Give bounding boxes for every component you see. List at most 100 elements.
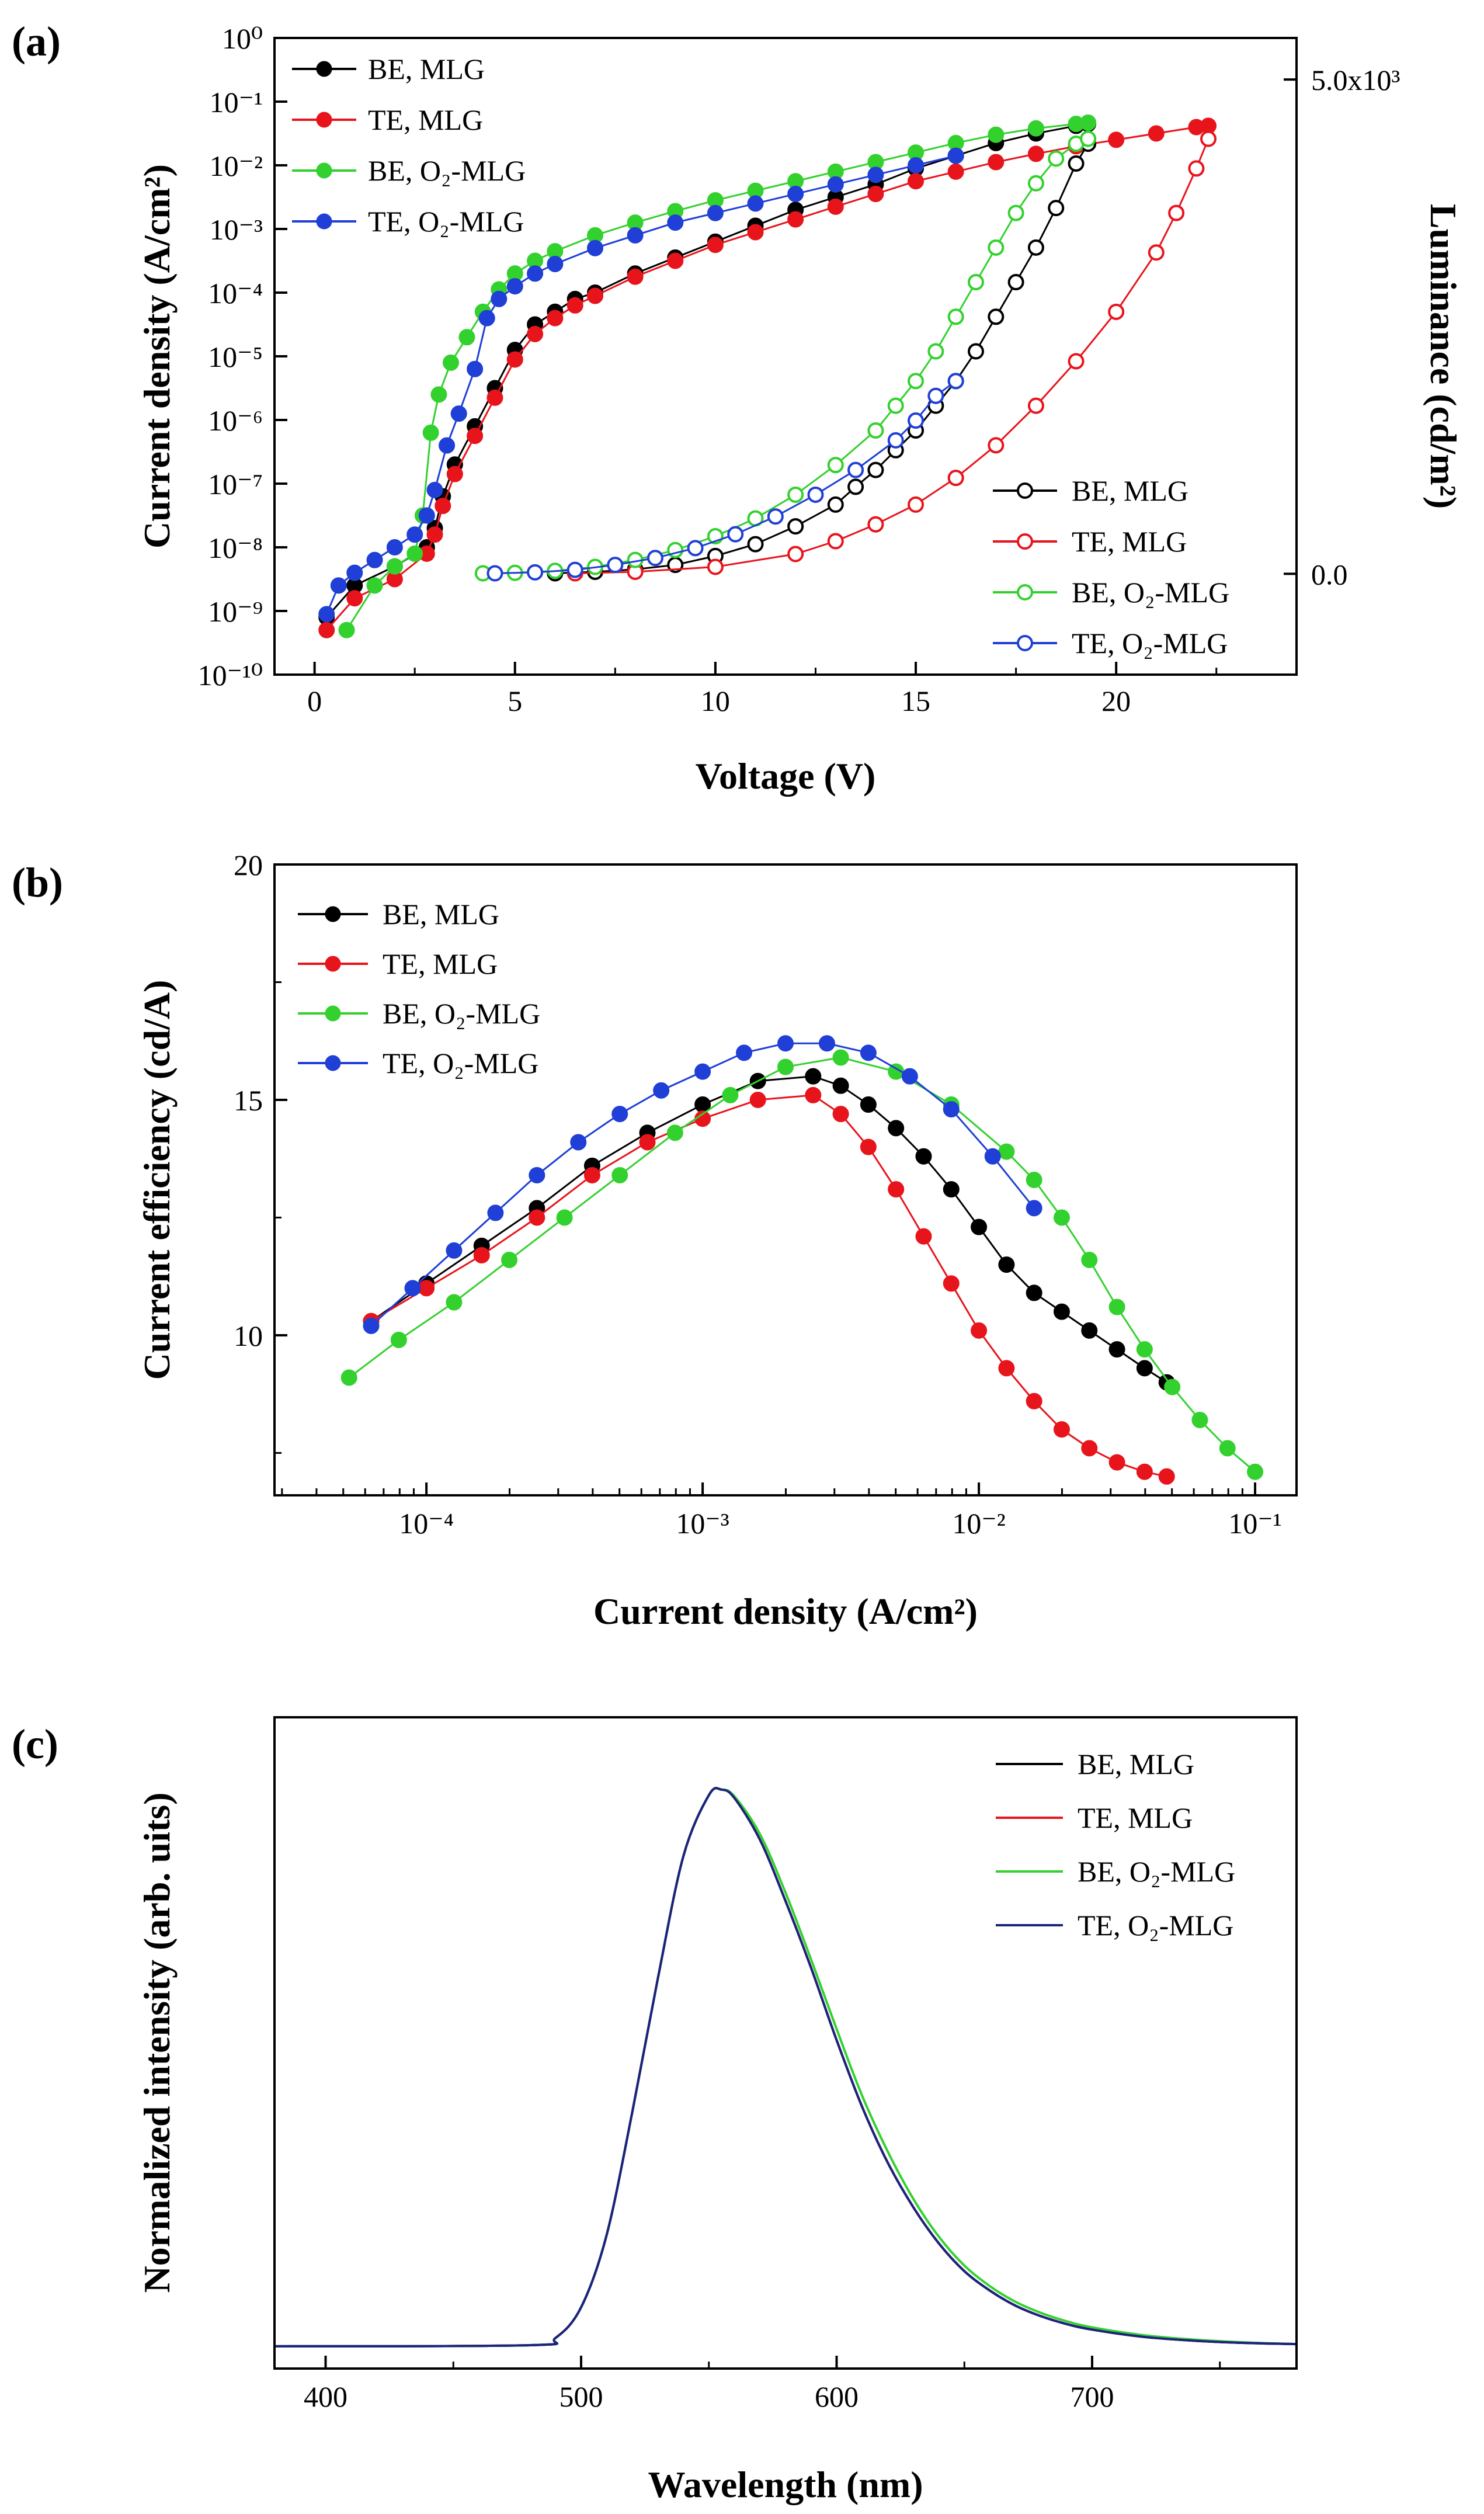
data-point-te-mlg-current (435, 498, 451, 515)
data-point-te-mlg-current (867, 186, 884, 203)
data-point-te-o-mlg-luminance (927, 387, 944, 404)
y-tick-label: 10 (234, 1319, 263, 1352)
data-point-be-mlg (971, 1218, 988, 1235)
data-point-te-o-mlg-luminance (807, 486, 824, 503)
data-point-te-o-mlg (363, 1317, 380, 1334)
y-tick-label: 10⁻⁴ (208, 277, 263, 310)
panel-c-y-axis-title: Normalized intensity (arb. uits) (136, 1793, 178, 2293)
series-line-be-mlg (370, 1075, 1167, 1383)
y-tick-label: 10⁻² (210, 150, 263, 182)
data-point-be-mlg (805, 1068, 822, 1085)
data-point-be-mlg-luminance (967, 343, 984, 360)
data-point-te-mlg (639, 1134, 656, 1151)
data-point-be-mlg-luminance (747, 536, 764, 553)
data-point-te-mlg (832, 1106, 849, 1123)
series-line-te-mlg-luminance (575, 138, 1210, 575)
data-point-be-o-mlg-luminance (827, 457, 844, 474)
data-point-te-mlg-luminance (1200, 130, 1217, 147)
data-point-be-o-mlg-current (430, 386, 447, 403)
y-tick-label: 10⁻⁶ (208, 404, 263, 437)
x-tick-label: 20 (1101, 685, 1131, 717)
data-point-be-o-mlg-luminance (1007, 204, 1024, 221)
data-point-te-mlg-luminance (867, 516, 884, 533)
data-point-te-o-mlg (818, 1035, 835, 1052)
x-tick-label: 10⁻⁴ (399, 1507, 454, 1540)
y-tick-label: 10⁻⁸ (208, 532, 263, 564)
data-point-be-mlg-luminance (1048, 200, 1065, 217)
data-point-be-o-mlg (446, 1294, 463, 1311)
data-point-te-mlg-luminance (988, 437, 1005, 454)
legend2-marker-be-o-mlg (1017, 584, 1033, 600)
legend2-label-te-mlg: TE, MLG (1072, 525, 1187, 558)
data-point-te-mlg-current (587, 287, 604, 304)
legend-label-be-mlg: BE, MLG (1078, 1748, 1194, 1780)
data-point-be-mlg (1136, 1360, 1153, 1377)
data-point-te-o-mlg-current (527, 265, 544, 282)
data-point-te-o-mlg (860, 1044, 877, 1061)
y-tick-label: 10⁻³ (210, 213, 263, 246)
data-point-te-mlg (1053, 1421, 1070, 1438)
x-tick-label: 0 (307, 685, 322, 717)
y-tick-label: 20 (234, 849, 263, 881)
data-point-te-o-mlg (611, 1106, 628, 1123)
legend-label-be-o-mlg: BE, O₂-MLG (1078, 1855, 1235, 1888)
data-point-te-mlg-current (988, 154, 1005, 171)
data-point-te-o-mlg-luminance (727, 526, 744, 543)
data-point-be-mlg-luminance (1068, 155, 1085, 172)
panel-c-marks (274, 1787, 1297, 2348)
series-line-be-o-mlg-current (346, 121, 1089, 631)
data-point-te-o-mlg (694, 1063, 711, 1080)
x-tick-label: 10⁻¹ (1228, 1507, 1281, 1540)
y-tick-label: 10⁻¹⁰ (198, 659, 263, 692)
x-tick-label: 10⁻³ (676, 1507, 729, 1540)
legend-marker-te-mlg (325, 956, 341, 972)
data-point-te-o-mlg-luminance (908, 412, 925, 429)
series-line-te-o-mlg (274, 1787, 1297, 2348)
data-point-be-o-mlg-current (442, 354, 459, 371)
panel-c-frame (273, 1716, 1298, 2370)
data-point-te-o-mlg-luminance (486, 565, 503, 582)
data-point-be-o-mlg-luminance (887, 397, 904, 414)
data-point-be-o-mlg-luminance (1080, 130, 1097, 147)
data-point-te-mlg-current (318, 621, 335, 638)
data-point-te-mlg (860, 1138, 877, 1155)
data-point-te-mlg (998, 1360, 1015, 1377)
data-point-te-mlg-luminance (1188, 160, 1205, 177)
data-point-be-o-mlg (1108, 1298, 1125, 1315)
data-point-te-o-mlg-current (747, 195, 764, 212)
data-point-be-o-mlg-luminance (988, 239, 1005, 256)
legend-label-te-o-mlg: TE, O₂-MLG (383, 1047, 538, 1079)
data-point-te-o-mlg-current (667, 214, 684, 231)
data-point-te-o-mlg-luminance (607, 557, 624, 574)
data-point-te-mlg (1026, 1393, 1042, 1409)
data-point-te-o-mlg-current (426, 481, 443, 498)
data-point-te-o-mlg-current (827, 176, 844, 193)
data-point-be-o-mlg-current (406, 545, 423, 562)
data-point-te-mlg-current (1108, 131, 1125, 148)
panel-c-ticks: 400 500 600 700 (304, 2356, 1221, 2413)
data-point-be-mlg-luminance (1027, 239, 1044, 256)
panel-a-legend-luminance: BE, MLG TE, MLG BE, O₂-MLG TE, O₂-MLG (993, 474, 1229, 659)
data-point-te-o-mlg-luminance (847, 461, 864, 478)
data-point-be-mlg (832, 1077, 849, 1094)
data-point-te-o-mlg (570, 1134, 587, 1151)
legend-label-be-o-mlg: BE, O₂-MLG (368, 154, 526, 187)
data-point-te-o-mlg (901, 1068, 918, 1085)
legend-label-be-mlg: BE, MLG (368, 53, 485, 85)
data-point-te-o-mlg-current (491, 290, 508, 307)
data-point-te-o-mlg-current (346, 564, 363, 581)
data-point-te-mlg-current (346, 590, 363, 607)
data-point-te-o-mlg-current (908, 157, 925, 173)
data-point-be-o-mlg (832, 1049, 849, 1066)
y-tick-label: 10⁰ (222, 22, 263, 55)
data-point-te-mlg (888, 1181, 905, 1198)
y-tick-label: 10⁻⁵ (208, 341, 263, 373)
legend-marker-be-o-mlg (316, 162, 332, 179)
panel-b: (b) 10⁻⁴ 10⁻³ 10⁻² 10⁻¹ 10 15 20 Current densi… (12, 849, 1298, 1632)
panel-label-b: (b) (12, 859, 63, 906)
data-point-be-o-mlg-luminance (867, 422, 884, 439)
data-point-te-o-mlg-current (439, 437, 456, 454)
x-tick-label: 600 (815, 2380, 859, 2413)
data-point-be-o-mlg-current (386, 558, 403, 575)
data-point-te-o-mlg-luminance (647, 550, 663, 567)
